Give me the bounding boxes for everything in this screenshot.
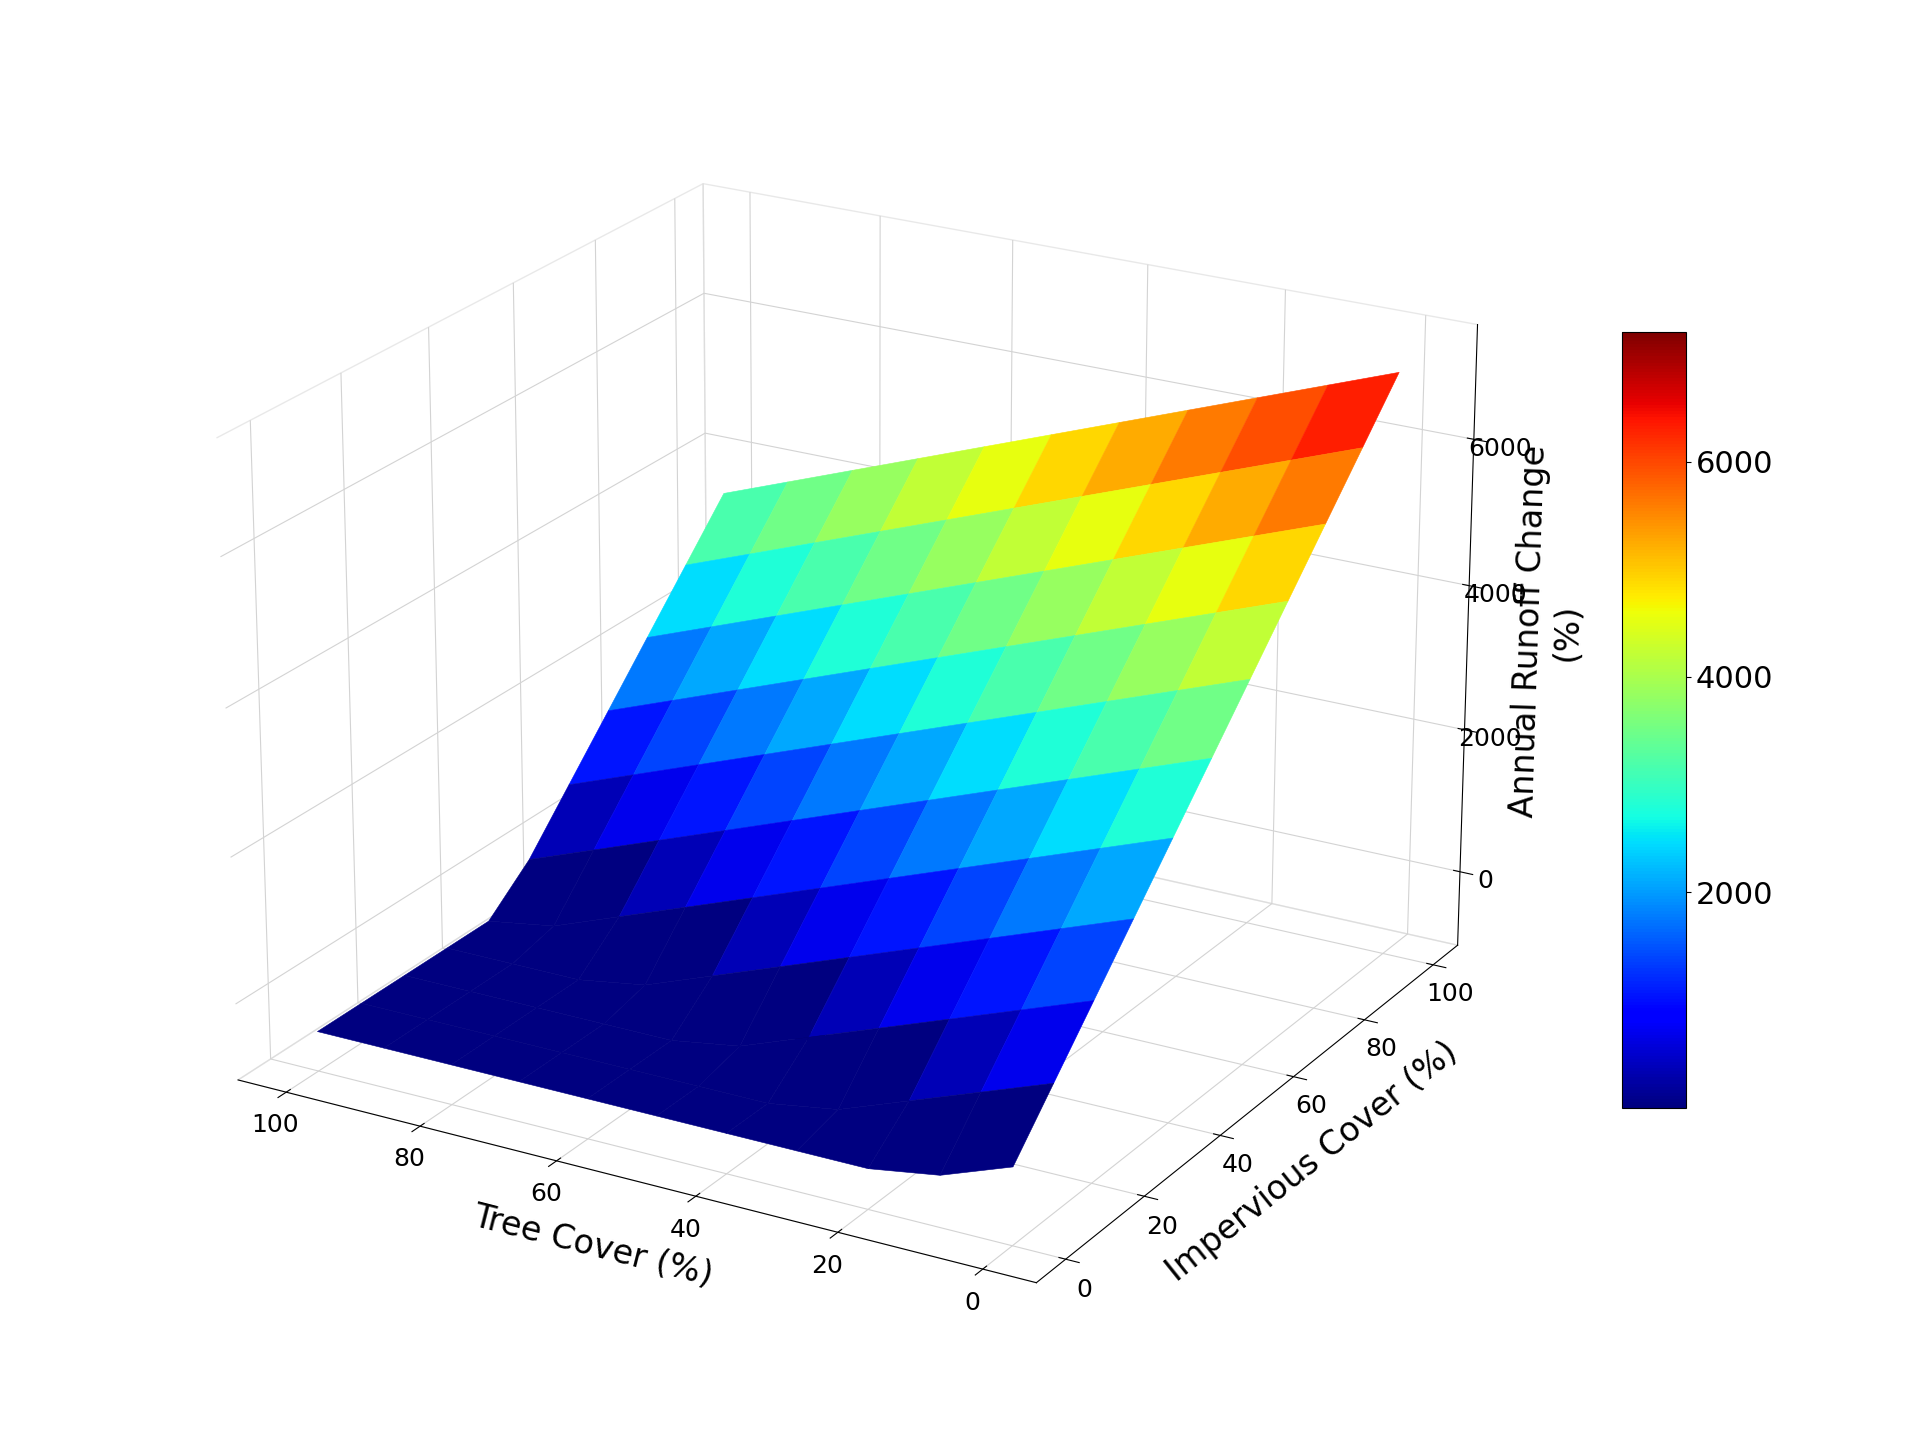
X-axis label: Tree Cover (%): Tree Cover (%): [468, 1200, 716, 1292]
Y-axis label: Impervious Cover (%): Impervious Cover (%): [1160, 1035, 1463, 1287]
